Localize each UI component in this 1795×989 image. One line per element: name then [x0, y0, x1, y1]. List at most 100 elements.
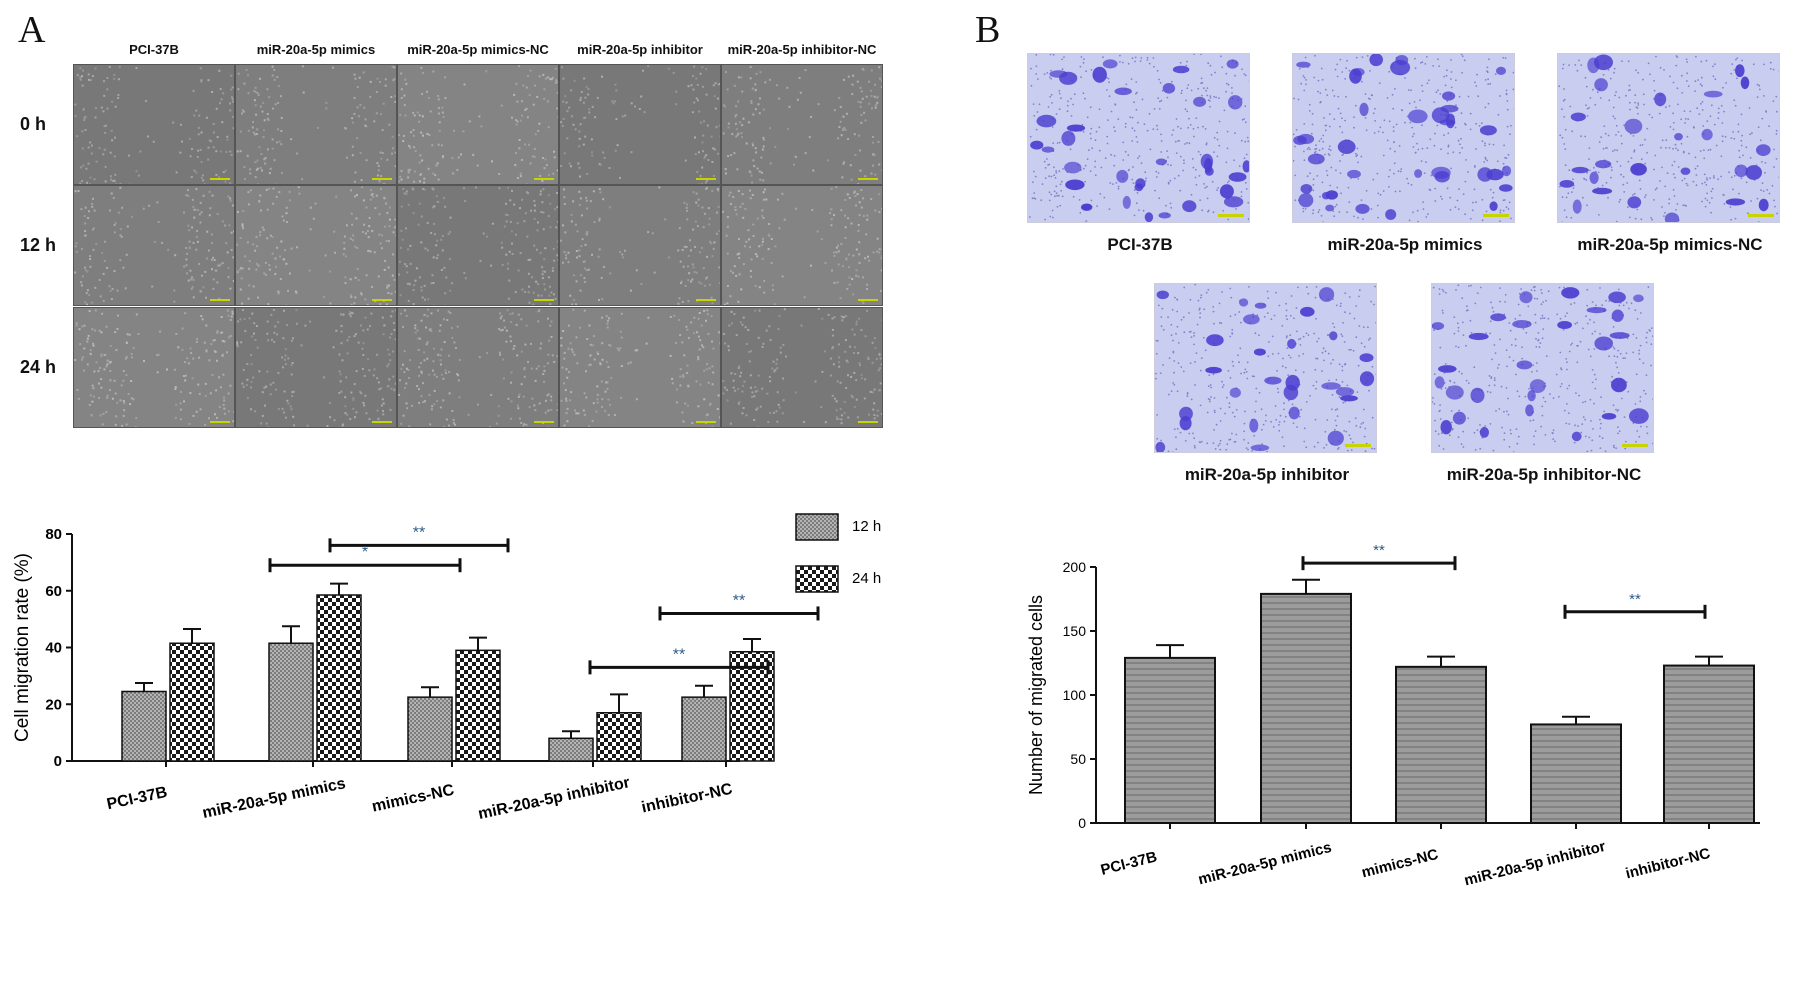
- bar: [1663, 664, 1755, 824]
- scale-bar: [372, 421, 392, 423]
- x-tick-label: mimics-NC: [370, 782, 456, 816]
- legend-swatch: [795, 513, 839, 541]
- scale-bar: [372, 299, 392, 301]
- legend-swatch: [795, 565, 839, 593]
- scale-bar: [1483, 214, 1509, 217]
- scratch-column-header: miR-20a-5p mimics-NC: [407, 42, 549, 57]
- scratch-column-header: miR-20a-5p mimics: [256, 42, 376, 57]
- significance-marker: **: [673, 646, 685, 663]
- x-tick-label: inhibitor-NC: [1624, 845, 1712, 882]
- x-tick-label: PCI-37B: [105, 784, 169, 813]
- y-axis-label: Number of migrated cells: [1026, 595, 1046, 795]
- x-tick-label: mimics-NC: [1360, 846, 1440, 881]
- transwell-micrograph: [1431, 283, 1654, 453]
- y-tick-label: 80: [45, 526, 62, 543]
- bar: [548, 737, 594, 762]
- scratch-micrograph: [397, 307, 559, 428]
- y-tick-label: 40: [45, 640, 62, 657]
- y-tick-label: 150: [1063, 623, 1087, 639]
- x-tick-label: miR-20a-5p inhibitor: [477, 774, 632, 823]
- scratch-micrograph: [559, 64, 721, 185]
- scratch-micrograph: [721, 185, 883, 306]
- bar: [681, 696, 727, 762]
- scale-bar: [696, 178, 716, 180]
- transwell-micrograph: [1292, 53, 1515, 223]
- scale-bar: [534, 178, 554, 180]
- bar: [1395, 665, 1487, 824]
- scale-bar: [1748, 214, 1774, 217]
- scratch-micrograph: [559, 307, 721, 428]
- scale-bar: [534, 421, 554, 423]
- bar: [1260, 592, 1352, 824]
- legend-label: 12 h: [852, 518, 881, 535]
- scratch-micrograph: [721, 64, 883, 185]
- y-tick-label: 60: [45, 583, 62, 600]
- scratch-assay-grid: [73, 64, 883, 428]
- scratch-micrograph: [559, 185, 721, 306]
- transwell-label: miR-20a-5p inhibitor: [1184, 465, 1350, 484]
- transwell-micrograph: [1557, 53, 1780, 223]
- bar: [1124, 656, 1216, 824]
- scratch-micrograph: [73, 185, 235, 306]
- scratch-column-header: PCI-37B: [129, 42, 179, 57]
- legend-label: 24 h: [852, 570, 881, 587]
- transwell-label: PCI-37B: [1107, 235, 1173, 254]
- y-tick-label: 50: [1070, 751, 1086, 767]
- significance-marker: **: [1629, 591, 1641, 608]
- scale-bar: [210, 178, 230, 180]
- migration-rate-chart: 0 20 40 60 80 Cell migration rate (%) PCI-37B m…: [12, 513, 881, 823]
- y-tick-label: 200: [1063, 559, 1087, 575]
- bar: [121, 690, 167, 762]
- transwell-label: miR-20a-5p mimics-NC: [1577, 235, 1763, 254]
- scale-bar: [1218, 214, 1244, 217]
- transwell-micrograph: [1154, 283, 1377, 453]
- significance-marker: *: [362, 544, 368, 561]
- scratch-micrograph: [397, 64, 559, 185]
- bar: [455, 649, 501, 762]
- bar: [316, 594, 362, 762]
- transwell-micrograph: [1027, 53, 1250, 223]
- scale-bar: [1345, 444, 1371, 447]
- scratch-row-header: 12 h: [20, 235, 57, 255]
- x-tick-label: miR-20a-5p inhibitor: [1463, 838, 1608, 890]
- scratch-micrograph: [397, 185, 559, 306]
- x-tick-label: inhibitor-NC: [640, 781, 734, 817]
- scale-bar: [1622, 444, 1648, 447]
- scale-bar: [696, 299, 716, 301]
- x-tick-label: miR-20a-5p mimics: [201, 775, 347, 822]
- y-tick-label: 20: [45, 696, 62, 713]
- scratch-micrograph: [235, 307, 397, 428]
- y-axis-label: Cell migration rate (%): [12, 553, 33, 742]
- migrated-cells-chart: 0 50 100 150 200 Number of migrated cells PCI-…: [1026, 542, 1760, 890]
- bar: [169, 642, 215, 762]
- panel-a-letter: A: [18, 9, 46, 51]
- scratch-micrograph: [73, 64, 235, 185]
- scratch-column-header: miR-20a-5p inhibitor: [577, 42, 703, 57]
- panel-b-letter: B: [975, 9, 1001, 51]
- scale-bar: [696, 421, 716, 423]
- scratch-column-header: miR-20a-5p inhibitor-NC: [727, 42, 877, 57]
- bar: [596, 712, 642, 762]
- scale-bar: [858, 299, 878, 301]
- y-tick-label: 0: [54, 753, 62, 770]
- y-tick-label: 100: [1063, 687, 1087, 703]
- x-tick-label: PCI-37B: [1099, 848, 1159, 878]
- scale-bar: [210, 421, 230, 423]
- transwell-label: miR-20a-5p mimics: [1327, 235, 1483, 254]
- bar: [1530, 723, 1622, 824]
- scale-bar: [534, 299, 554, 301]
- scratch-micrograph: [721, 307, 883, 428]
- scale-bar: [858, 421, 878, 423]
- significance-marker: **: [733, 592, 745, 609]
- scale-bar: [858, 178, 878, 180]
- scratch-micrograph: [235, 185, 397, 306]
- y-tick-label: 0: [1078, 815, 1086, 831]
- bar: [268, 642, 314, 762]
- transwell-label: miR-20a-5p inhibitor-NC: [1446, 465, 1642, 484]
- bar: [407, 696, 453, 762]
- significance-marker: **: [1373, 542, 1385, 559]
- scratch-micrograph: [235, 64, 397, 185]
- scale-bar: [372, 178, 392, 180]
- scratch-micrograph: [73, 307, 235, 428]
- significance-marker: **: [413, 524, 425, 541]
